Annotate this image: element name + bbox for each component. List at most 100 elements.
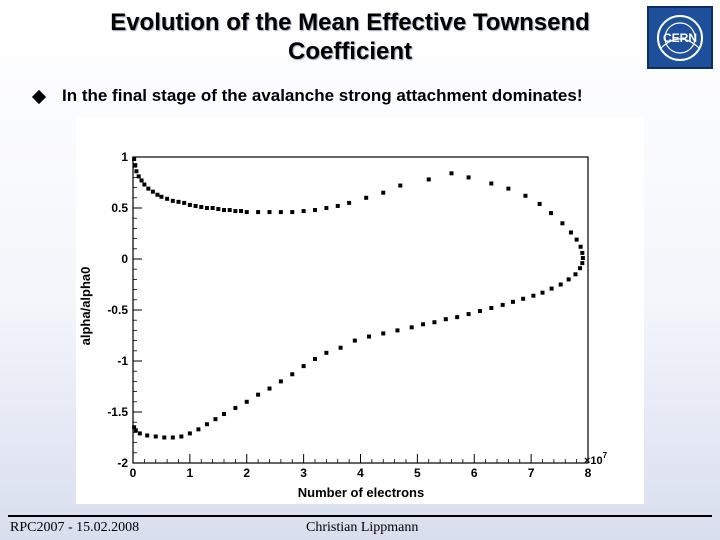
data-point	[193, 203, 198, 208]
data-point	[537, 201, 542, 206]
data-point	[199, 204, 204, 209]
slide-title: Evolution of the Mean Effective Townsend…	[110, 9, 590, 65]
data-point	[338, 345, 343, 350]
data-point	[549, 286, 554, 291]
x-tick-label: 8	[585, 466, 592, 480]
data-point	[558, 282, 563, 287]
data-point	[139, 178, 144, 183]
data-point	[580, 261, 585, 266]
data-point	[256, 392, 261, 397]
data-point	[426, 177, 431, 182]
data-point	[146, 186, 151, 191]
data-point	[489, 305, 494, 310]
data-point	[204, 422, 209, 427]
cern-logo-graphic: CERN	[657, 15, 703, 61]
data-point	[335, 203, 340, 208]
x-tick-label: 6	[471, 466, 478, 480]
data-point	[204, 206, 209, 210]
data-point	[466, 175, 471, 180]
data-point	[222, 208, 226, 213]
data-point	[301, 209, 306, 214]
data-point	[179, 434, 184, 439]
data-point	[133, 163, 138, 168]
data-point	[549, 211, 554, 216]
data-point	[162, 435, 167, 440]
x-tick-label: 5	[414, 466, 421, 480]
y-tick-label: 0	[121, 252, 128, 266]
data-point	[267, 386, 272, 391]
data-point	[347, 200, 352, 205]
data-point	[267, 210, 272, 215]
cern-logo-text: CERN	[663, 31, 697, 45]
x-exponent-label: ×107	[584, 451, 608, 467]
data-point	[165, 196, 170, 201]
scatter-chart: 0 1 2 3 4 5 6 7 8 1 0.5 0 -0.5 -1 -1.5 -2 Number of ele…	[78, 150, 608, 500]
data-point	[290, 372, 295, 377]
data-point	[256, 210, 261, 215]
data-point	[578, 266, 583, 271]
data-point	[170, 198, 175, 203]
y-tick-label: 0.5	[111, 201, 128, 215]
data-point	[136, 174, 141, 179]
data-point	[578, 244, 583, 249]
footer-author: Christian Lippmann	[306, 520, 419, 535]
data-point	[210, 206, 215, 210]
data-point	[227, 208, 232, 213]
data-point	[540, 290, 545, 295]
data-point	[324, 350, 329, 355]
cern-logo: CERN	[647, 6, 713, 69]
x-exponent-power: 7	[603, 451, 608, 460]
data-point	[510, 299, 515, 304]
x-exponent-base: ×10	[584, 455, 603, 467]
data-point	[133, 428, 138, 433]
data-point	[381, 190, 386, 195]
data-point	[187, 431, 192, 436]
data-point	[421, 322, 426, 327]
data-point	[506, 186, 511, 191]
data-point	[170, 435, 175, 440]
data-point	[313, 208, 317, 213]
y-tick-label: -2	[117, 456, 128, 470]
data-point	[187, 202, 192, 207]
data-point	[222, 412, 226, 417]
data-point	[290, 210, 295, 215]
footer-divider	[8, 515, 712, 517]
data-point	[466, 312, 471, 317]
data-point	[324, 206, 329, 210]
data-point	[521, 296, 526, 301]
x-tick-label: 2	[243, 466, 250, 480]
data-point	[395, 328, 400, 333]
data-point	[367, 334, 372, 339]
data-point	[216, 207, 221, 212]
data-point	[176, 199, 181, 204]
data-point	[477, 309, 482, 314]
data-point	[449, 171, 454, 176]
data-point	[573, 272, 578, 277]
data-point	[134, 169, 139, 174]
data-point	[145, 433, 150, 438]
data-point	[278, 379, 283, 384]
data-point	[568, 230, 573, 235]
data-point	[153, 434, 158, 439]
data-point	[159, 194, 164, 199]
y-tick-label: 1	[121, 150, 128, 164]
data-point	[213, 417, 218, 422]
data-point	[352, 338, 357, 343]
data-point	[432, 320, 437, 325]
data-point	[132, 425, 137, 430]
data-point	[398, 183, 403, 188]
data-point	[500, 302, 505, 307]
data-point	[580, 250, 585, 255]
data-point	[155, 192, 160, 197]
x-tick-label: 4	[357, 466, 364, 480]
data-point	[381, 331, 386, 336]
data-point	[137, 431, 142, 436]
bullet-diamond-icon	[31, 89, 47, 105]
footer-date: RPC2007 - 15.02.2008	[10, 520, 140, 535]
x-tick-label: 7	[528, 466, 535, 480]
data-point	[455, 315, 460, 320]
data-point	[244, 210, 249, 215]
data-point	[531, 293, 536, 298]
data-point	[233, 209, 238, 214]
data-point	[196, 427, 201, 432]
